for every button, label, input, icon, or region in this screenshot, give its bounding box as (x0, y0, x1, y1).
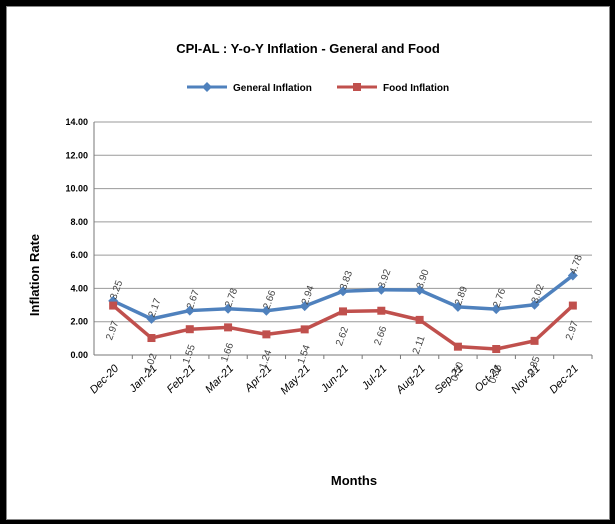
data-label: 2.97 (564, 319, 581, 341)
x-tick-label: Jul-21 (359, 363, 389, 393)
data-label: 3.92 (376, 267, 393, 289)
data-label: 2.76 (491, 287, 508, 309)
data-point (492, 345, 501, 354)
data-label: 3.25 (108, 279, 125, 301)
data-point (223, 303, 234, 314)
data-label: 4.78 (568, 253, 585, 275)
data-label: 3.90 (415, 268, 432, 290)
data-label: 2.66 (372, 324, 389, 346)
data-point (568, 301, 577, 310)
data-label: 1.66 (219, 341, 236, 363)
data-label: 3.02 (530, 282, 547, 304)
data-point (491, 304, 502, 315)
y-tick-label: 6.00 (70, 250, 88, 260)
x-tick-label: Dec-21 (547, 363, 581, 397)
line-chart: CPI-AL : Y-o-Y Inflation - General and F… (27, 41, 593, 488)
data-label: 2.11 (411, 334, 428, 356)
data-label: 1.54 (296, 343, 313, 365)
x-axis-ticks: Dec-20 Jan-21 Feb-21 Mar-21 Apr-21 May-21 Jun-… (88, 355, 593, 397)
data-label: 2.97 (104, 319, 121, 341)
x-tick-label: Mar-21 (203, 363, 236, 396)
data-point (261, 305, 272, 316)
data-point (415, 315, 424, 324)
data-point (338, 286, 348, 297)
legend-marker (353, 83, 361, 91)
chart-frame: CPI-AL : Y-o-Y Inflation - General and F… (6, 6, 610, 520)
x-tick-label: May-21 (278, 363, 312, 397)
data-point (567, 270, 578, 281)
data-label: 1.55 (181, 343, 198, 365)
data-point (300, 325, 309, 334)
data-point (376, 284, 387, 295)
data-label: 2.78 (223, 286, 240, 308)
data-point (414, 285, 425, 296)
data-point (147, 334, 156, 343)
data-label: 2.67 (185, 288, 202, 310)
data-point (224, 323, 233, 332)
data-point (339, 307, 347, 316)
data-label: 0.36 (487, 363, 504, 385)
x-tick-label: Dec-20 (88, 362, 122, 396)
y-tick-label: 2.00 (70, 317, 88, 327)
data-point (146, 313, 157, 324)
data-point (530, 336, 539, 345)
data-point (185, 325, 194, 334)
gridlines (93, 121, 592, 356)
data-label: 1.24 (258, 348, 275, 370)
legend-label-general: General Inflation (233, 83, 312, 94)
x-tick-label: Jun-21 (318, 363, 351, 396)
data-point (453, 342, 462, 351)
chart-title: CPI-AL : Y-o-Y Inflation - General and F… (176, 41, 440, 56)
data-point (529, 299, 540, 310)
data-point (299, 301, 310, 312)
x-tick-label: Feb-21 (165, 363, 198, 396)
data-point (109, 301, 118, 310)
legend-label-food: Food Inflation (383, 83, 449, 94)
y-tick-label: 10.00 (65, 184, 88, 194)
legend: General Inflation Food Inflation (187, 82, 449, 94)
y-tick-label: 8.00 (70, 217, 88, 227)
x-tick-label: Aug-21 (393, 363, 427, 397)
series-layer (108, 270, 578, 354)
y-tick-label: 12.00 (65, 150, 88, 160)
data-point (262, 330, 271, 339)
y-tick-label: 0.00 (70, 350, 88, 360)
y-tick-label: 14.00 (65, 117, 88, 127)
data-label: 2.66 (262, 288, 279, 310)
data-point (452, 301, 463, 312)
y-tick-label: 4.00 (70, 283, 88, 293)
data-point (377, 306, 386, 315)
data-label: 0.85 (526, 355, 543, 377)
legend-marker (202, 82, 212, 92)
data-label: 2.62 (334, 325, 351, 347)
y-axis-ticks: 0.00 2.00 4.00 6.00 8.00 10.00 12.00 14.00 (65, 117, 88, 360)
data-point (184, 305, 195, 316)
y-axis-title: Inflation Rate (27, 234, 42, 316)
x-axis-title: Months (331, 473, 377, 488)
